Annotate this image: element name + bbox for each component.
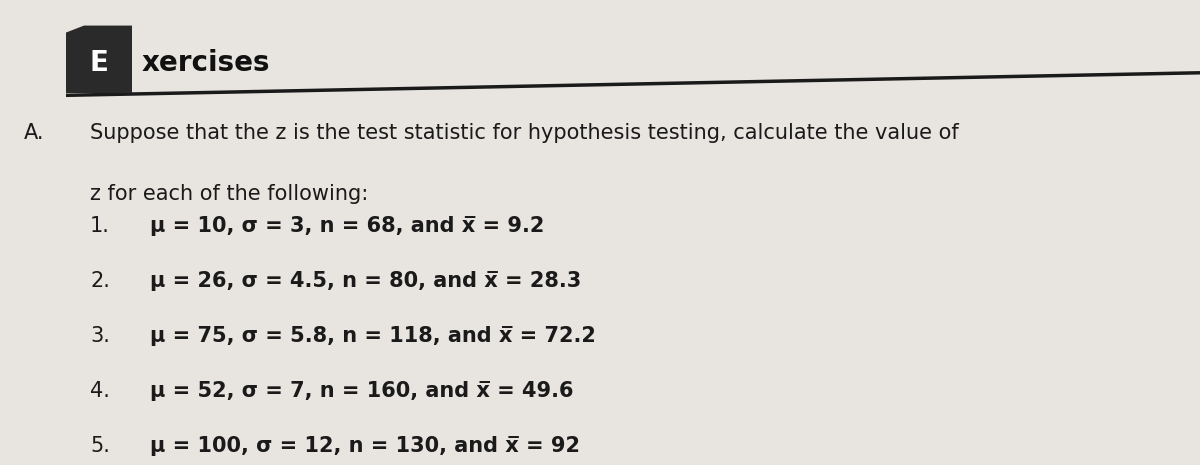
Polygon shape <box>66 26 132 93</box>
Text: z for each of the following:: z for each of the following: <box>90 184 368 204</box>
Text: 4.: 4. <box>90 381 110 401</box>
Text: 1.: 1. <box>90 216 110 236</box>
Text: 2.: 2. <box>90 271 110 291</box>
Text: E: E <box>90 49 108 77</box>
Text: Suppose that the z is the test statistic for hypothesis testing, calculate the v: Suppose that the z is the test statistic… <box>90 123 959 143</box>
Text: xercises: xercises <box>142 49 270 77</box>
Text: μ = 75, σ = 5.8, n = 118, and x̅ = 72.2: μ = 75, σ = 5.8, n = 118, and x̅ = 72.2 <box>150 326 596 346</box>
Text: A.: A. <box>24 123 44 143</box>
Text: μ = 100, σ = 12, n = 130, and x̅ = 92: μ = 100, σ = 12, n = 130, and x̅ = 92 <box>150 436 580 456</box>
Text: μ = 52, σ = 7, n = 160, and x̅ = 49.6: μ = 52, σ = 7, n = 160, and x̅ = 49.6 <box>150 381 574 401</box>
Text: 5.: 5. <box>90 436 110 456</box>
Text: μ = 26, σ = 4.5, n = 80, and x̅ = 28.3: μ = 26, σ = 4.5, n = 80, and x̅ = 28.3 <box>150 271 581 291</box>
Text: μ = 10, σ = 3, n = 68, and x̅ = 9.2: μ = 10, σ = 3, n = 68, and x̅ = 9.2 <box>150 216 545 236</box>
Text: 3.: 3. <box>90 326 110 346</box>
